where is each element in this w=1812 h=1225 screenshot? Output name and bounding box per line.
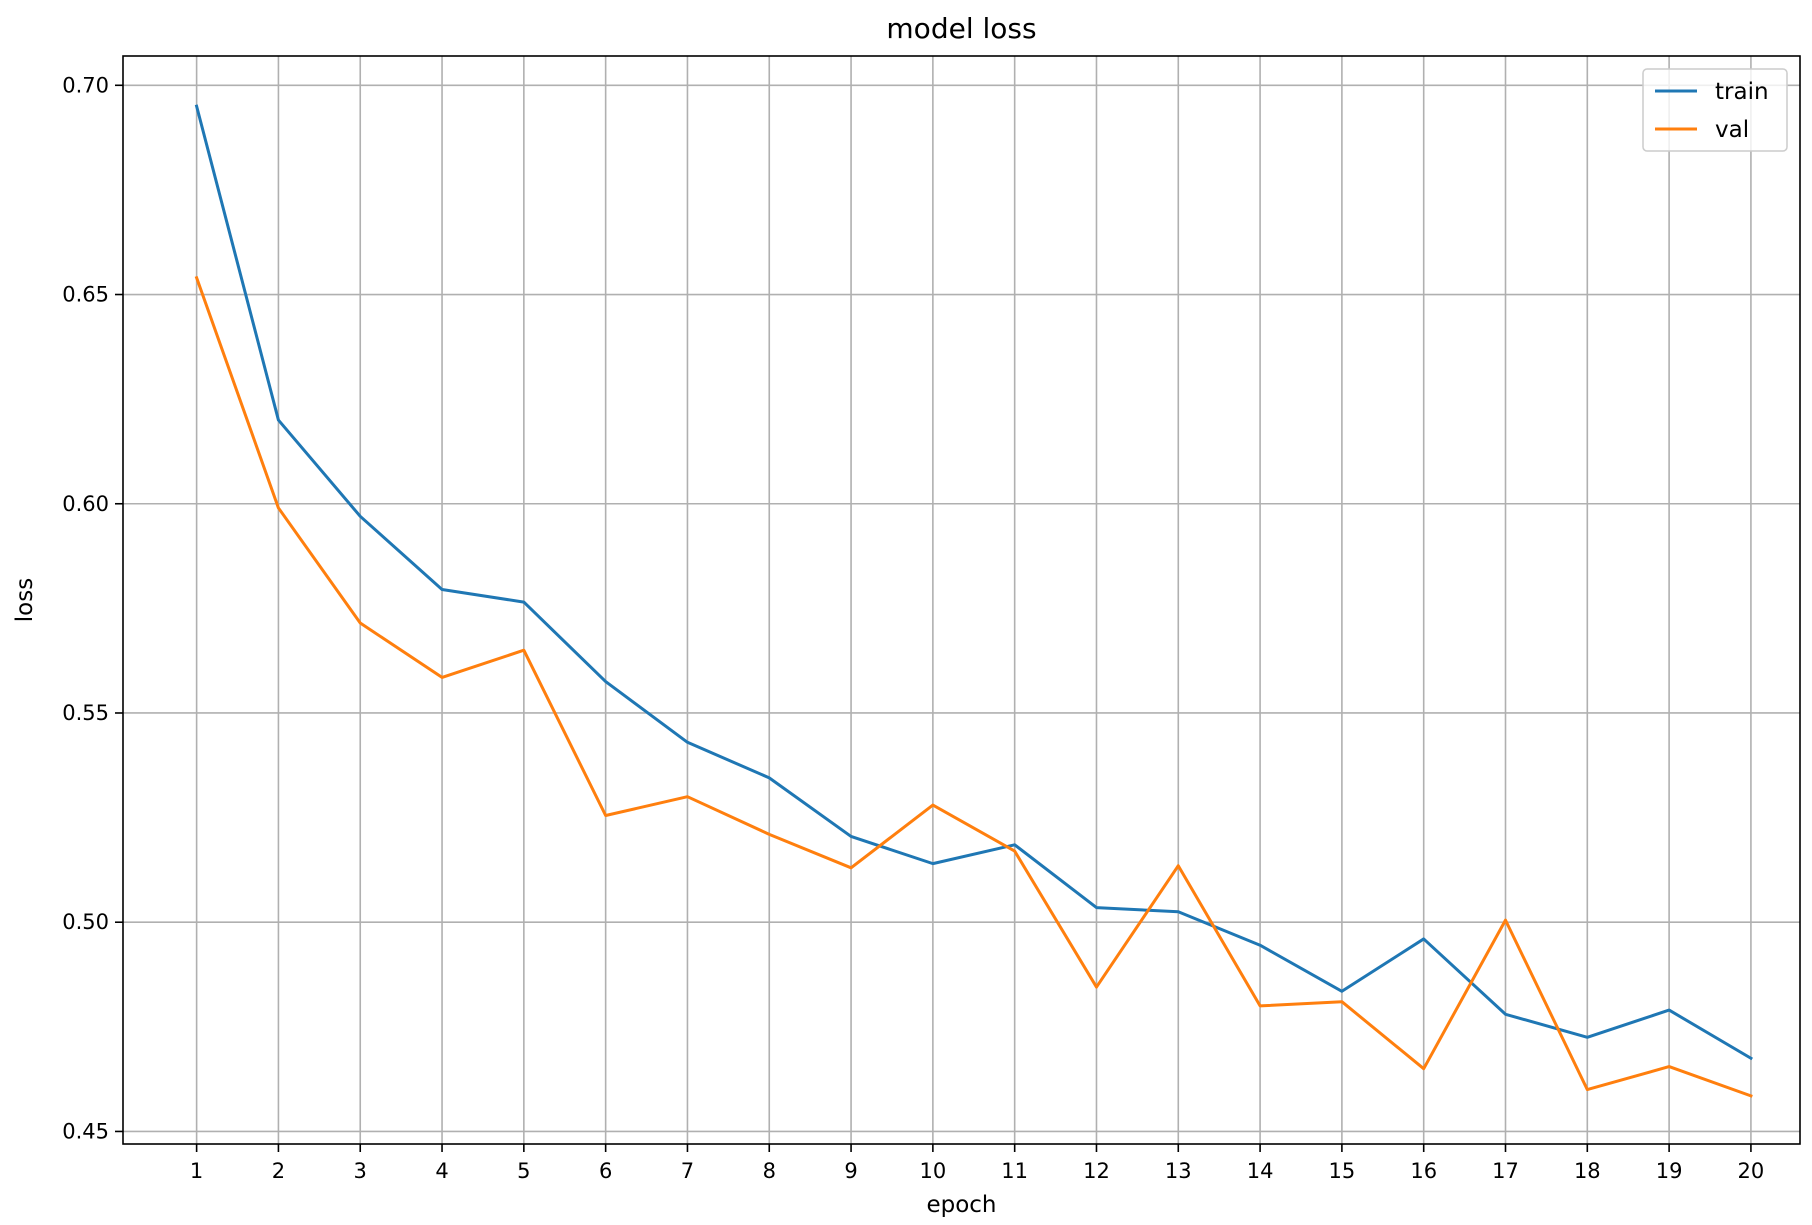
chart-title: model loss — [886, 12, 1036, 45]
x-tick-label: 3 — [354, 1159, 367, 1183]
plot-area-frame — [123, 56, 1800, 1144]
series-lines — [197, 106, 1751, 1096]
x-tick-label: 15 — [1329, 1159, 1356, 1183]
x-tick-label: 12 — [1083, 1159, 1110, 1183]
x-tick-label: 17 — [1492, 1159, 1519, 1183]
x-tick-label: 5 — [517, 1159, 530, 1183]
series-line-train — [197, 106, 1751, 1058]
y-tick-label: 0.60 — [62, 492, 109, 516]
grid-lines — [123, 56, 1800, 1144]
y-tick-label: 0.45 — [62, 1119, 109, 1143]
legend-label-val: val — [1715, 117, 1749, 143]
x-tick-label: 7 — [681, 1159, 694, 1183]
x-tick-label: 20 — [1738, 1159, 1765, 1183]
y-tick-label: 0.70 — [62, 73, 109, 97]
x-tick-label: 1 — [190, 1159, 203, 1183]
x-tick-label: 4 — [435, 1159, 448, 1183]
x-tick-label: 13 — [1165, 1159, 1192, 1183]
x-tick-label: 8 — [763, 1159, 776, 1183]
x-tick-label: 19 — [1656, 1159, 1683, 1183]
x-tick-label: 2 — [272, 1159, 285, 1183]
y-axis-label: loss — [12, 578, 38, 622]
y-tick-label: 0.65 — [62, 283, 109, 307]
x-tick-label: 10 — [920, 1159, 947, 1183]
y-tick-label: 0.50 — [62, 910, 109, 934]
x-tick-label: 14 — [1247, 1159, 1274, 1183]
x-tick-label: 9 — [844, 1159, 857, 1183]
x-tick-label: 11 — [1001, 1159, 1028, 1183]
x-tick-label: 16 — [1410, 1159, 1437, 1183]
x-tick-label: 6 — [599, 1159, 612, 1183]
series-line-val — [197, 278, 1751, 1096]
y-tick-label: 0.55 — [62, 701, 109, 725]
x-tick-label: 18 — [1574, 1159, 1601, 1183]
x-axis-label: epoch — [926, 1192, 996, 1218]
legend-label-train: train — [1715, 79, 1769, 105]
legend: train val — [1643, 69, 1787, 151]
